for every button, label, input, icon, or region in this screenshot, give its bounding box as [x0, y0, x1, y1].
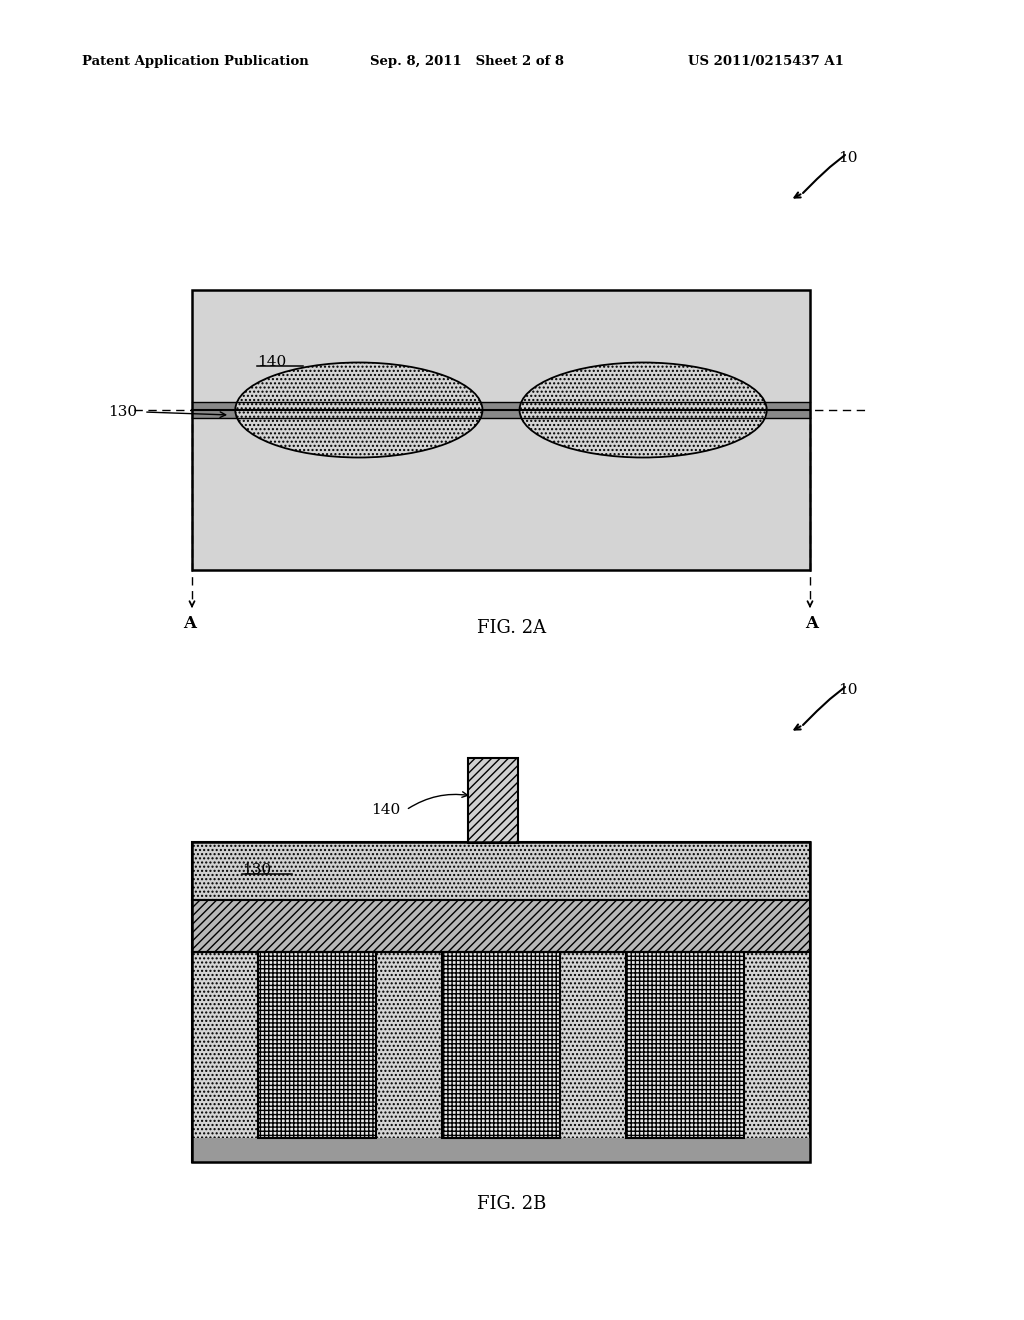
Text: 130: 130 [108, 405, 137, 418]
Bar [258, 952, 376, 1138]
Ellipse shape [236, 363, 482, 458]
Text: 130: 130 [242, 863, 271, 876]
Ellipse shape [519, 363, 767, 458]
Bar [442, 952, 560, 1138]
Text: Patent Application Publication: Patent Application Publication [82, 55, 309, 69]
Bar [193, 842, 810, 1162]
Bar [193, 290, 810, 570]
Text: 140: 140 [371, 803, 400, 817]
Text: A: A [806, 615, 818, 632]
Bar [626, 952, 744, 1138]
Bar [193, 842, 810, 900]
Bar [468, 758, 518, 843]
Text: 10: 10 [838, 682, 857, 697]
Text: Sep. 8, 2011   Sheet 2 of 8: Sep. 8, 2011 Sheet 2 of 8 [370, 55, 564, 69]
Bar [193, 1138, 810, 1162]
Bar [193, 403, 810, 418]
Text: 10: 10 [838, 150, 857, 165]
Text: 140: 140 [257, 355, 287, 370]
Bar [193, 952, 810, 1162]
Bar [193, 900, 810, 952]
Text: FIG. 2A: FIG. 2A [477, 619, 547, 638]
Text: US 2011/0215437 A1: US 2011/0215437 A1 [688, 55, 844, 69]
Bar [193, 290, 810, 570]
Text: A: A [183, 615, 197, 632]
Text: FIG. 2B: FIG. 2B [477, 1195, 547, 1213]
